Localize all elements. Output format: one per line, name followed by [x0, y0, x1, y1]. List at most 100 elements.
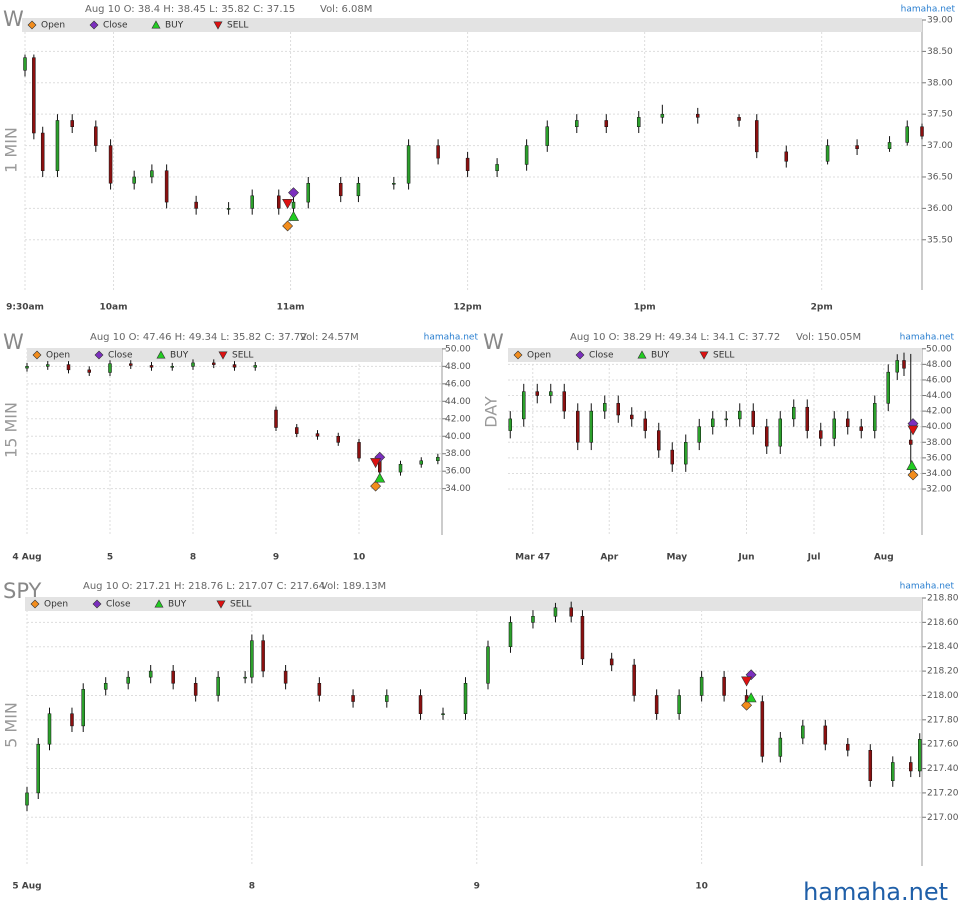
y-tick-label: 38.50	[927, 47, 953, 57]
candle-body	[226, 208, 231, 210]
candle-body	[193, 683, 198, 696]
candle-body	[755, 120, 759, 153]
candle-body	[406, 145, 411, 184]
candle-body	[722, 676, 726, 696]
y-tick-label: 34.00	[445, 484, 471, 494]
x-tick-label: Mar 47	[515, 553, 550, 563]
candle-body	[194, 201, 198, 209]
y-tick-label: 36.00	[927, 204, 953, 214]
candle-body	[805, 406, 809, 431]
candle-body	[463, 683, 468, 714]
candle-body	[677, 695, 681, 714]
legend-swatch	[30, 599, 40, 609]
legend-label: SELL	[227, 21, 248, 31]
x-tick-label: 4 Aug	[12, 553, 41, 563]
candle-body	[149, 365, 154, 368]
candle-body	[495, 164, 499, 171]
trade-marker	[370, 480, 382, 492]
y-axis-label: 1 MIN	[2, 127, 21, 173]
candle-body	[825, 145, 830, 162]
candle-body	[832, 418, 836, 439]
legend-swatch	[699, 351, 709, 360]
candle-body	[191, 362, 195, 367]
candle-body	[760, 701, 765, 757]
candle-body	[212, 362, 216, 365]
candle-body	[909, 762, 913, 772]
legend-label: BUY	[165, 21, 184, 31]
y-tick-label: 37.50	[927, 110, 953, 120]
candle-body	[32, 57, 36, 134]
candle-body	[46, 364, 50, 367]
candle-body	[243, 676, 247, 679]
candle-body	[699, 676, 704, 696]
x-tick-label: 10am	[100, 303, 128, 313]
y-tick-label: 44.00	[926, 391, 952, 401]
x-tick-label: May	[666, 553, 687, 563]
candle-body	[575, 120, 579, 127]
candle-body	[819, 430, 823, 439]
chart-panel: W Aug 10 O: 38.29 H: 49.34 L: 34.1 C: 37.…	[482, 330, 955, 563]
y-tick-label: 36.50	[927, 172, 953, 182]
legend-swatch	[637, 350, 647, 359]
candle-body	[216, 676, 220, 696]
y-axis-label: DAY	[482, 396, 501, 428]
legend-label: BUY	[168, 600, 187, 610]
candle-body	[25, 792, 29, 806]
source-label: hamaha.net	[900, 333, 955, 343]
candle-body	[170, 366, 174, 368]
x-tick-label: Jun	[737, 553, 754, 563]
candle-body	[283, 670, 288, 684]
candle-body	[738, 410, 742, 420]
y-tick-label: 42.00	[445, 414, 471, 424]
candle-body	[859, 426, 863, 431]
candle-body	[486, 646, 490, 684]
trade-marker	[374, 472, 386, 483]
x-tick-label: 8	[190, 553, 196, 563]
candle-body	[868, 750, 873, 781]
candle-body	[784, 151, 789, 162]
candle-body	[132, 176, 136, 184]
y-tick-label: 38.00	[445, 449, 471, 459]
candle-body	[392, 183, 396, 185]
candle-body	[902, 360, 906, 369]
candle-body	[436, 145, 440, 159]
source-label: hamaha.net	[900, 582, 955, 592]
candle-body	[562, 391, 566, 412]
legend-label: BUY	[651, 351, 670, 361]
candle-body	[55, 120, 60, 171]
candle-body	[737, 117, 741, 121]
candle-body	[508, 622, 513, 647]
candle-body	[792, 406, 796, 420]
candle-body	[545, 126, 550, 146]
candle-body	[351, 695, 355, 702]
candle-body	[609, 658, 614, 666]
candle-body	[846, 418, 850, 427]
x-tick-label: 9	[273, 553, 279, 563]
legend-swatch	[575, 350, 585, 360]
x-tick-label: Jul	[807, 553, 821, 563]
legend-label: Open	[44, 600, 68, 610]
trade-marker	[907, 425, 919, 436]
legend-band	[25, 597, 922, 611]
candle-body	[697, 426, 701, 443]
legend-swatch	[218, 351, 228, 360]
candle-body	[385, 695, 389, 702]
legend-label: BUY	[170, 351, 189, 361]
chart-panel: SPY Aug 10 O: 217.21 H: 218.76 L: 217.07 …	[2, 579, 959, 892]
candle-body	[589, 410, 593, 443]
candle-body	[873, 403, 877, 431]
candle-body	[684, 442, 688, 465]
trade-marker	[906, 460, 918, 470]
candle-body	[660, 113, 665, 118]
candle-body	[398, 463, 403, 473]
x-tick-label: 5 Aug	[12, 882, 41, 892]
y-tick-label: 48.00	[926, 360, 952, 370]
y-tick-label: 218.20	[927, 667, 959, 677]
source-label: hamaha.net	[901, 5, 956, 15]
legend-label: Close	[106, 600, 131, 610]
legend-label: Close	[108, 351, 133, 361]
candle-body	[94, 126, 98, 146]
candle-body	[522, 391, 526, 420]
y-tick-label: 36.00	[926, 453, 952, 463]
